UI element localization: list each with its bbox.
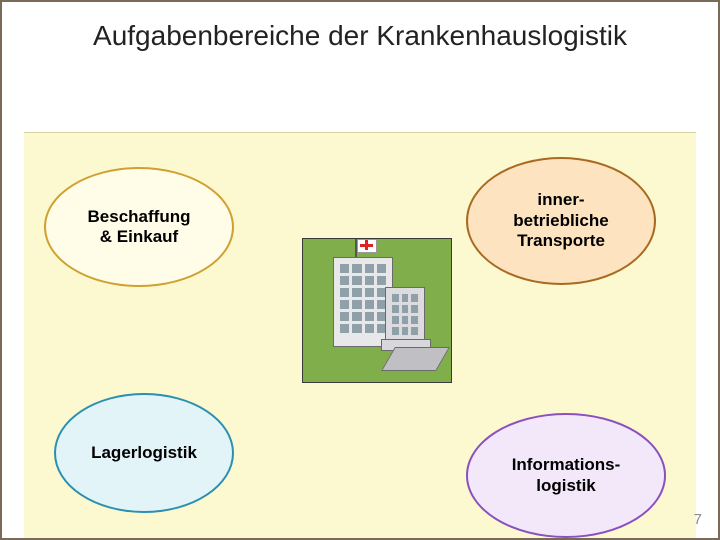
slide: Aufgabenbereiche der Krankenhauslogistik… (0, 0, 720, 540)
hospital-wing (385, 287, 425, 347)
hospital-illustration (302, 238, 452, 383)
hospital-ramp (381, 347, 450, 371)
hospital-flag-icon (355, 239, 357, 257)
hospital-main-building (333, 257, 393, 347)
bubble-warehouse-label: Lagerlogistik (91, 443, 197, 463)
bubble-warehouse: Lagerlogistik (54, 393, 234, 513)
bubble-procurement-label: Beschaffung& Einkauf (88, 207, 191, 248)
bubble-internal-transport-label: inner-betrieblicheTransporte (513, 190, 608, 251)
bubble-information: Informations-logistik (466, 413, 666, 538)
page-number: 7 (694, 511, 702, 528)
slide-title: Aufgabenbereiche der Krankenhauslogistik (2, 20, 718, 52)
bubble-internal-transport: inner-betrieblicheTransporte (466, 157, 656, 285)
bubble-information-label: Informations-logistik (512, 455, 621, 496)
bubble-procurement: Beschaffung& Einkauf (44, 167, 234, 287)
diagram-canvas: Beschaffung& Einkauf inner-betrieblicheT… (24, 132, 696, 538)
